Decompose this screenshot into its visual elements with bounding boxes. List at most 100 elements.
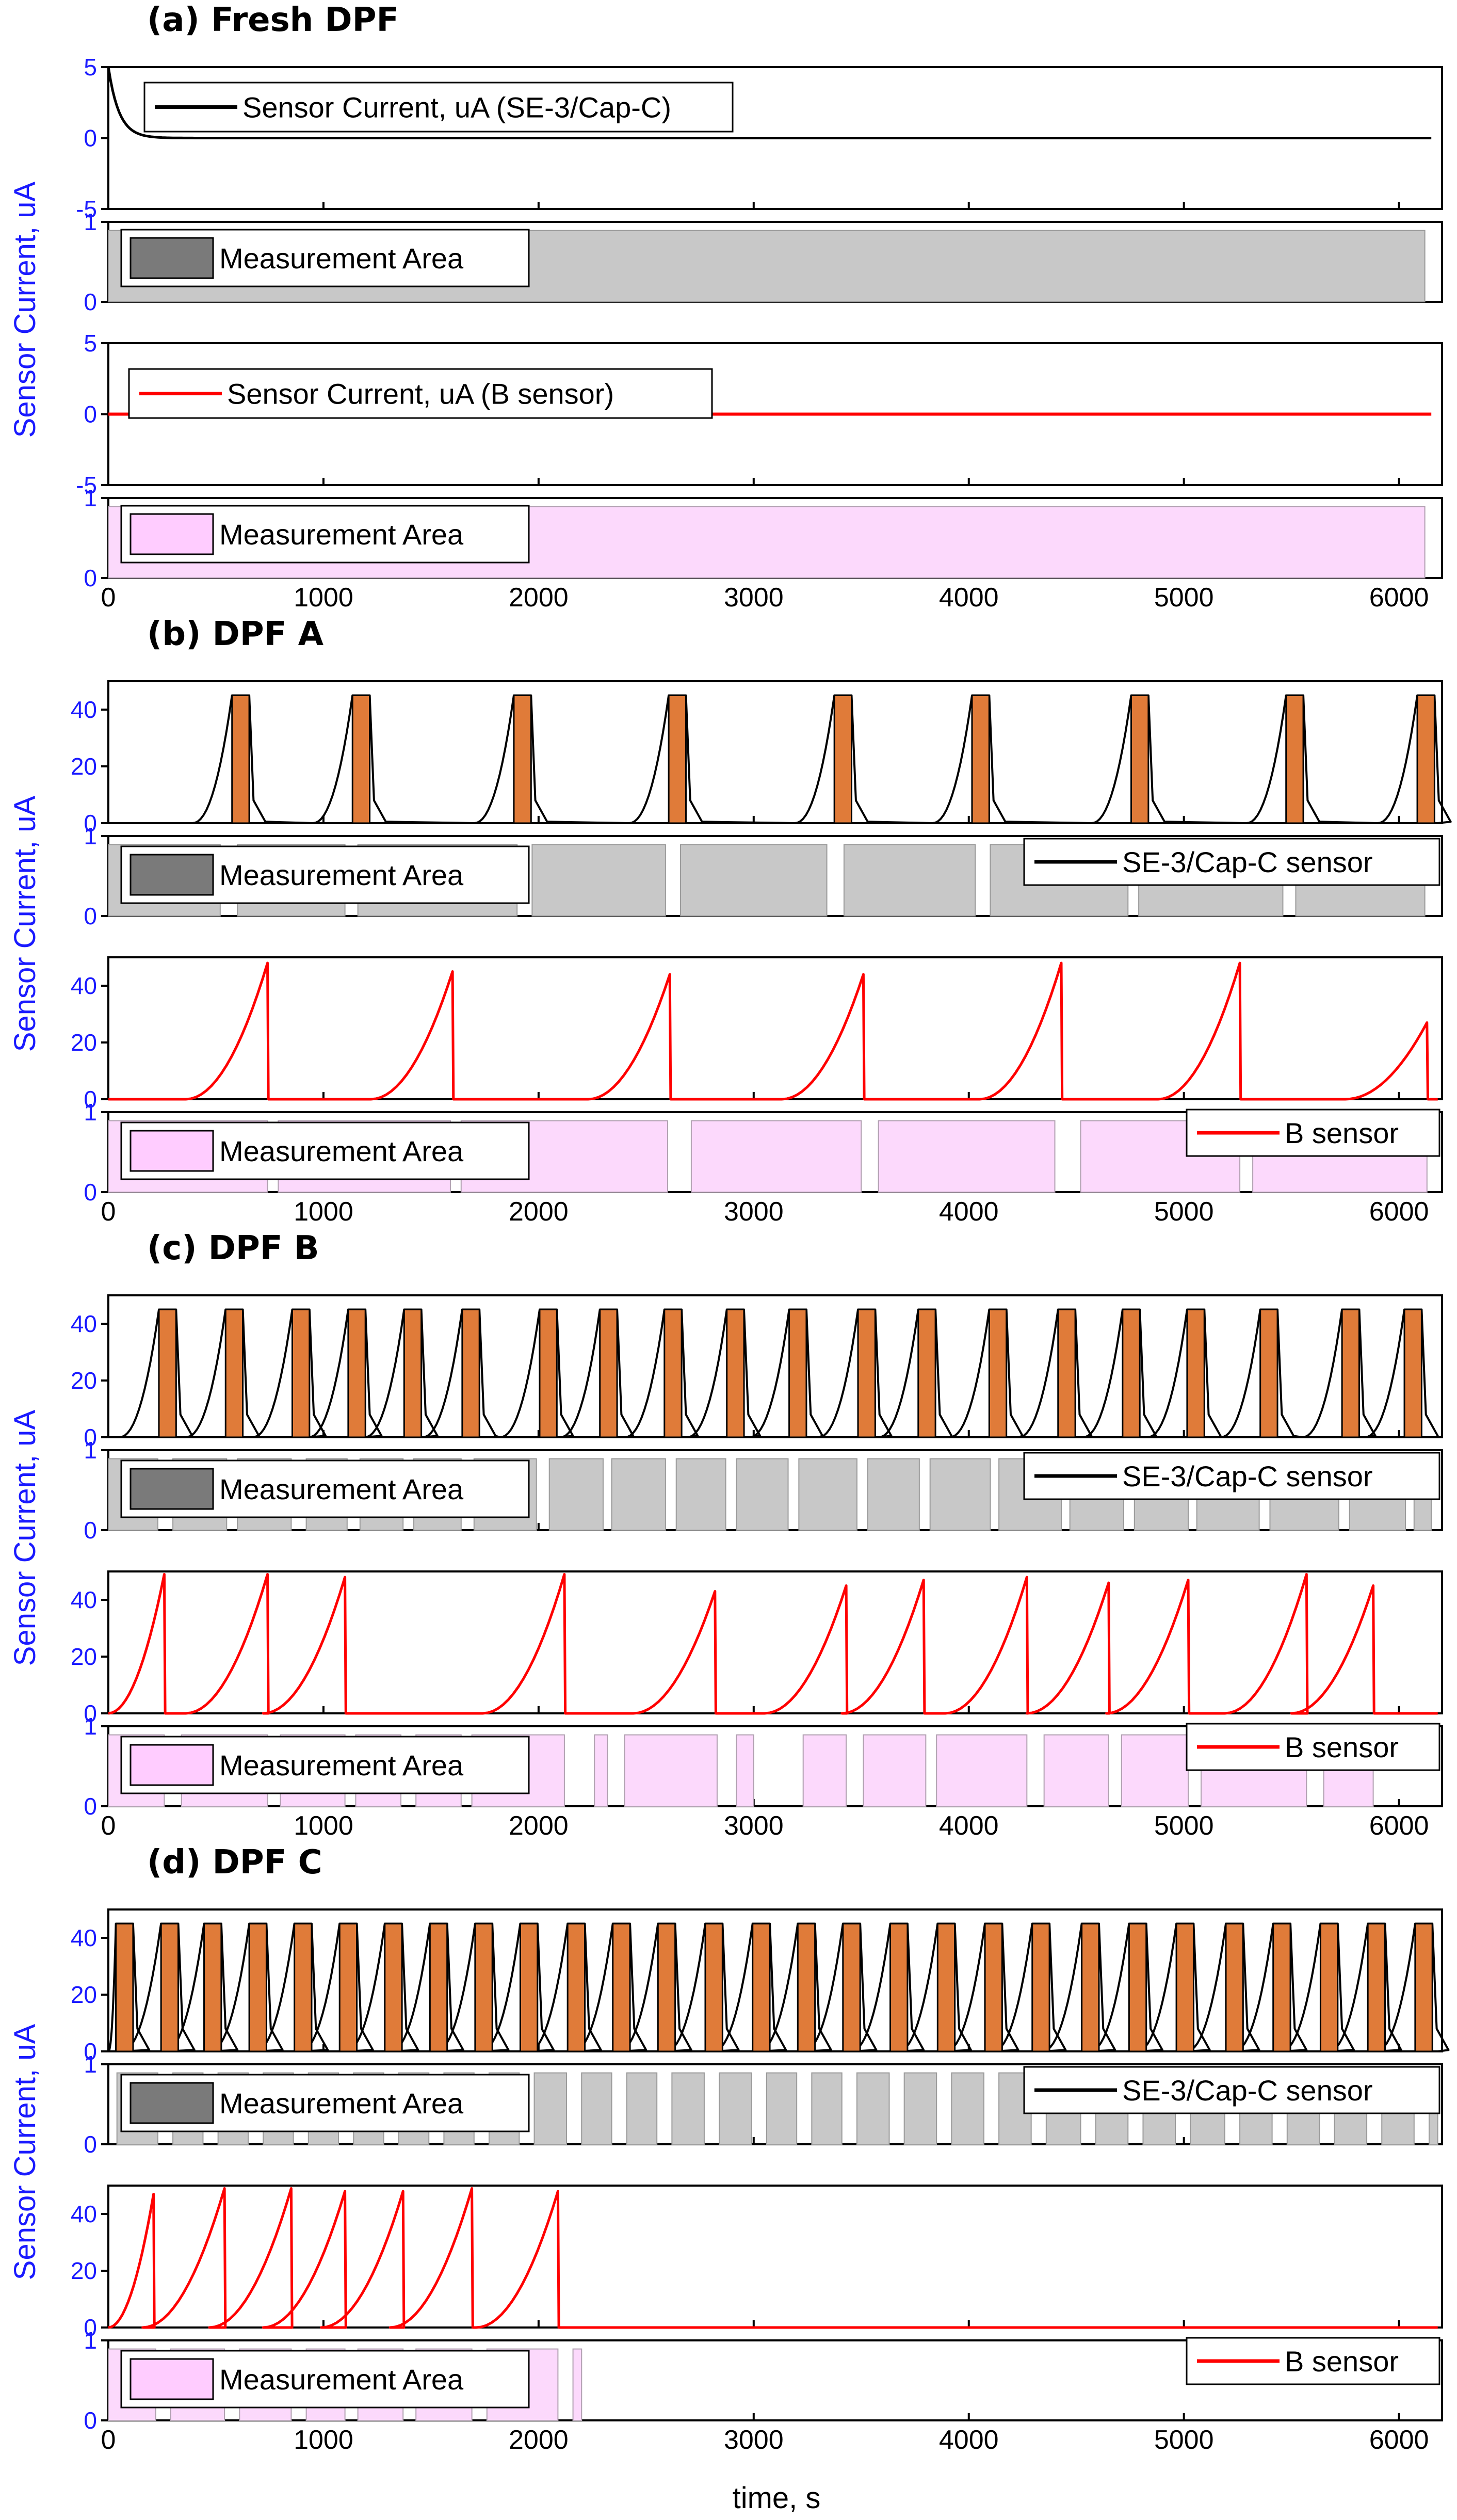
saturation-window (248, 1923, 267, 2052)
y-tick-label: 0 (84, 565, 97, 591)
x-tick-label: 2000 (509, 583, 569, 613)
measurement-area-bar-se3 (626, 2072, 658, 2145)
y-axis-label: Sensor Current, uA (8, 2024, 42, 2280)
saturation-window (1128, 1923, 1147, 2052)
x-tick-label: 0 (101, 1811, 116, 1841)
saturation-window (1367, 1923, 1386, 2052)
y-tick-label: 1 (84, 1437, 97, 1464)
x-tick-label: 0 (101, 1197, 116, 1227)
saturation-window (403, 1309, 423, 1438)
measurement-area-bar-se3 (951, 2072, 984, 2145)
y-tick-label: 1 (84, 485, 97, 511)
y-tick-label: 1 (84, 208, 97, 235)
saturation-window (474, 1923, 493, 2052)
y-tick-label: 1 (84, 2327, 97, 2354)
x-tick-label: 5000 (1154, 583, 1214, 613)
y-tick-label: 1 (84, 1713, 97, 1740)
saturation-window (1272, 1923, 1291, 2052)
saturation-window (752, 1923, 771, 2052)
saturation-window (1081, 1923, 1100, 2052)
plot-frame (107, 1294, 1443, 1438)
measurement-area-bar-se3 (680, 844, 828, 917)
saturation-window (1416, 695, 1435, 824)
measurement-area-bar-se3 (856, 2072, 890, 2145)
y-tick-label: 0 (84, 125, 97, 152)
legend-swatch (129, 1468, 214, 1510)
sensor-current-trace-se3 (108, 1308, 1439, 1438)
saturation-window (351, 695, 371, 824)
legend-label: Sensor Current, uA (SE-3/Cap-C) (242, 91, 671, 124)
legend-label: B sensor (1285, 2345, 1399, 2378)
panel-title: (b) DPF A (147, 615, 324, 653)
saturation-window (294, 1923, 313, 2052)
saturation-window (115, 1923, 134, 2052)
legend-label: Sensor Current, uA (B sensor) (227, 378, 614, 410)
legend-label: Measurement Area (219, 2363, 464, 2396)
legend-label: B sensor (1285, 1731, 1399, 1763)
legend-swatch (129, 2082, 214, 2124)
y-tick-label: 20 (71, 1981, 97, 2008)
measurement-area-bar-b (594, 1734, 608, 1807)
saturation-window (429, 1923, 448, 2052)
measurement-area-bar-se3 (533, 2072, 568, 2145)
measurement-area-bar-se3 (903, 2072, 937, 2145)
sensor-current-trace-se3 (107, 67, 1432, 139)
panel-title: (a) Fresh DPF (147, 1, 399, 39)
saturation-window (1285, 695, 1304, 824)
x-tick-label: 2000 (509, 1197, 569, 1227)
y-tick-label: 0 (84, 1424, 97, 1451)
y-tick-label: 0 (84, 1517, 97, 1544)
measurement-area-bar-b (863, 1734, 927, 1807)
saturation-window (797, 1923, 816, 2052)
legend-label: Measurement Area (219, 518, 464, 551)
y-tick-label: -5 (76, 472, 97, 499)
measurement-area-bar-b (878, 1120, 1056, 1193)
x-tick-label: 3000 (724, 1197, 784, 1227)
saturation-window (936, 1923, 956, 2052)
measurement-area-bar-b (802, 1734, 847, 1807)
x-tick-label: 6000 (1369, 1811, 1429, 1841)
legend-swatch (129, 237, 214, 279)
measurement-area-bar-b (1121, 1734, 1189, 1807)
plot-frame (107, 1570, 1443, 1714)
x-tick-label: 1000 (294, 1197, 353, 1227)
saturation-window (203, 1923, 222, 2052)
saturation-window (231, 695, 250, 824)
y-tick-label: 0 (84, 2131, 97, 2158)
saturation-window (971, 695, 990, 824)
y-tick-label: 0 (84, 288, 97, 315)
measurement-area-bar-se3 (798, 1458, 857, 1531)
x-tick-label: 2000 (509, 2425, 569, 2455)
measurement-area-bar-se3 (736, 1458, 789, 1531)
x-tick-label: 5000 (1154, 2425, 1214, 2455)
saturation-window (384, 1923, 403, 2052)
y-tick-label: 40 (71, 972, 97, 999)
x-axis-label: time, s (733, 2481, 821, 2515)
legend-label: Measurement Area (219, 1749, 464, 1781)
saturation-window (1186, 1309, 1205, 1438)
legend-swatch (129, 1130, 214, 1172)
measurement-area-bar-b (572, 2348, 582, 2421)
x-tick-label: 5000 (1154, 1197, 1214, 1227)
legend-box (143, 82, 734, 133)
saturation-window (612, 1923, 631, 2052)
saturation-window (857, 1309, 876, 1438)
y-tick-label: 20 (71, 1643, 97, 1670)
saturation-window (988, 1309, 1008, 1438)
y-axis-label: Sensor Current, uA (8, 795, 42, 1052)
saturation-window (833, 695, 853, 824)
y-tick-label: 40 (71, 1310, 97, 1337)
saturation-window (788, 1309, 807, 1438)
saturation-window (1414, 1923, 1433, 2052)
y-axis-label: Sensor Current, uA (8, 181, 42, 438)
saturation-window (726, 1309, 745, 1438)
y-tick-label: 5 (84, 54, 97, 81)
legend-swatch (129, 2358, 214, 2400)
saturation-window (1175, 1923, 1194, 2052)
saturation-window (663, 1309, 683, 1438)
x-tick-label: 6000 (1369, 583, 1429, 613)
saturation-window (889, 1923, 909, 2052)
x-tick-label: 2000 (509, 1811, 569, 1841)
y-tick-label: 0 (84, 2314, 97, 2341)
measurement-area-bar-se3 (531, 844, 666, 917)
